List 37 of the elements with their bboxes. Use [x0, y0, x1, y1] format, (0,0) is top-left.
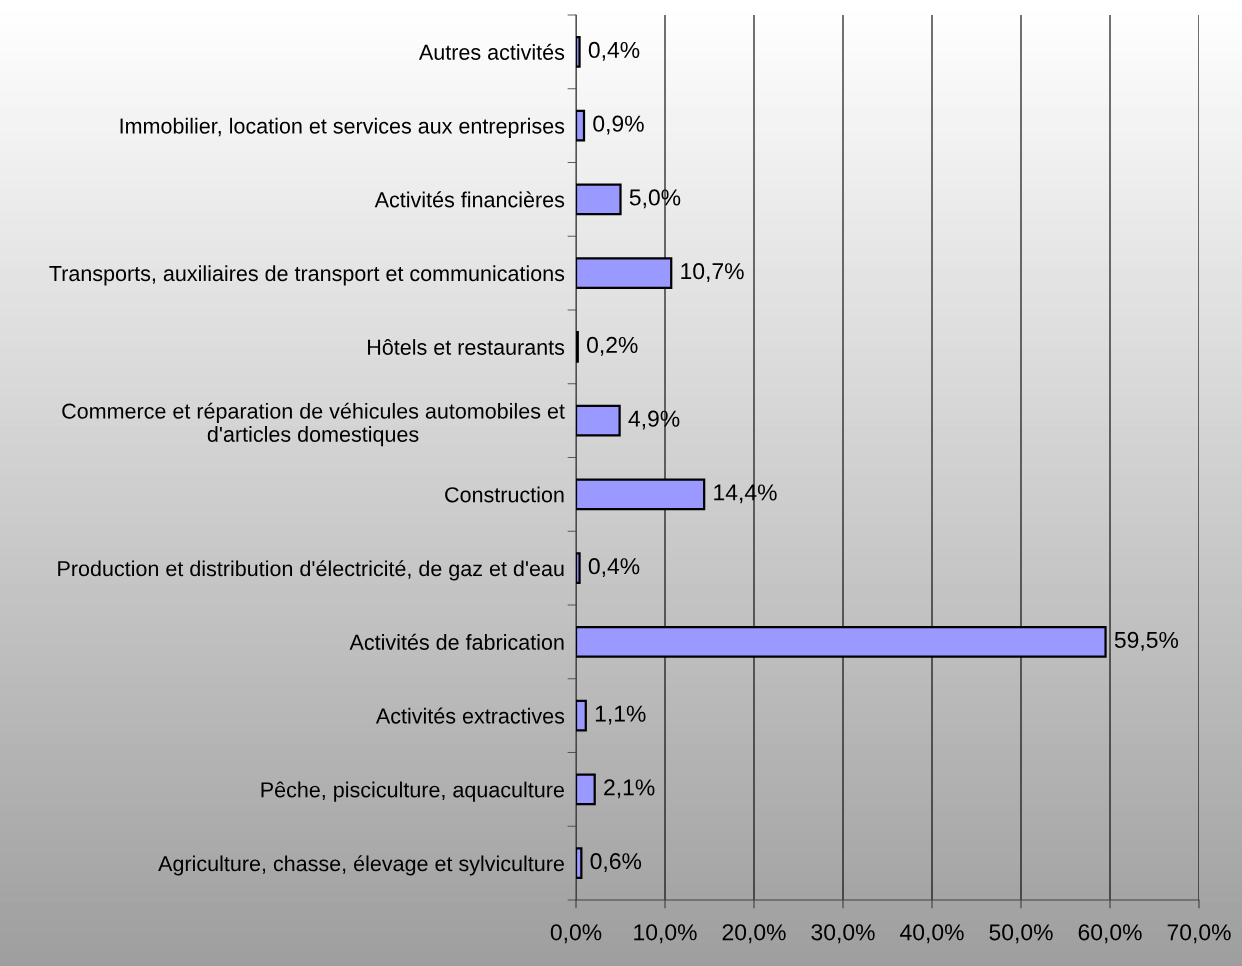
y-tick-label: Immobilier, location et services aux entreprises: [120, 117, 565, 138]
data-label: 0,4%: [588, 41, 640, 61]
x-tick-label: 30,0%: [811, 924, 875, 944]
x-tick-label: 20,0%: [722, 924, 786, 944]
data-label: 0,6%: [590, 853, 642, 872]
data-label: 10,7%: [681, 263, 744, 282]
bar: [576, 183, 622, 216]
bar: [576, 773, 596, 806]
x-tick-label: 50,0%: [989, 924, 1053, 944]
y-tick-label: Activités extractives: [375, 707, 565, 724]
data-label: 59,5%: [1114, 631, 1179, 651]
y-tick-label: Autres activités: [418, 43, 565, 60]
data-label: 0,4%: [588, 558, 640, 577]
x-tick-label: 70,0%: [1167, 924, 1231, 944]
x-tick-label: 40,0%: [900, 924, 964, 944]
x-tick-label: 10,0%: [634, 924, 697, 944]
y-tick-label: Activités de fabrication: [349, 633, 564, 650]
y-tick-label: Agriculture, chasse, élevage et sylviculture: [158, 855, 564, 876]
bar: [576, 36, 581, 68]
bar: [576, 847, 583, 879]
x-tick-label: 60,0%: [1078, 924, 1142, 944]
y-tick-label: Pêche, pisciculture, aquaculture: [261, 781, 564, 802]
data-label: 1,1%: [595, 705, 646, 725]
y-tick-label: Hôtels et restaurants: [368, 339, 565, 355]
bar: [576, 699, 587, 732]
y-tick-label: Transports, auxiliaires de transport et communications: [49, 265, 565, 286]
bar: [576, 552, 581, 584]
data-label: 0,9%: [593, 115, 644, 135]
data-label: 2,1%: [604, 779, 655, 799]
y-tick-label: Construction: [445, 486, 564, 503]
x-tick-label: 0,0%: [550, 924, 602, 944]
bar: [576, 404, 621, 437]
bar: [576, 109, 586, 142]
y-tick-label: Commerce et réparation de véhicules automobiles et d'articles domestiques: [62, 402, 565, 447]
data-label: 0,2%: [587, 336, 638, 356]
y-tick-label: Production et distribution d'électricité, de gaz et d'eau: [58, 560, 564, 581]
y-tick-label: Activités financières: [374, 191, 565, 208]
